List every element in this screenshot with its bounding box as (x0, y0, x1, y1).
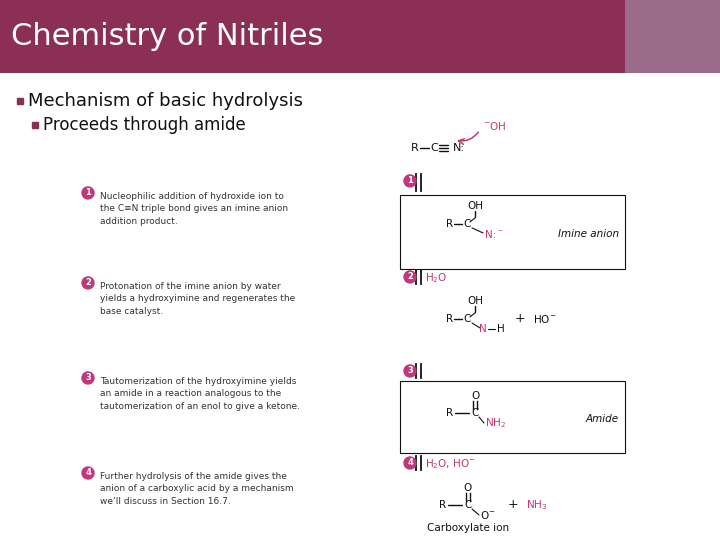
Text: +: + (515, 313, 526, 326)
Text: C: C (463, 314, 471, 324)
Text: R: R (446, 314, 453, 324)
Text: R: R (446, 219, 453, 229)
Bar (0, 0, 625, 73)
Text: C: C (430, 143, 438, 153)
Text: Amide: Amide (586, 414, 619, 424)
Text: H: H (497, 324, 505, 334)
Bar (400, 195, 625, 269)
Text: NH$_2$: NH$_2$ (485, 416, 506, 430)
Text: Nucleophilic addition of hydroxide ion to
the C≡N triple bond gives an imine ani: Nucleophilic addition of hydroxide ion t… (100, 192, 288, 226)
Text: Mechanism of basic hydrolysis: Mechanism of basic hydrolysis (28, 92, 303, 110)
Circle shape (82, 277, 94, 289)
Text: Chemistry of Nitriles: Chemistry of Nitriles (11, 22, 323, 51)
Text: +: + (508, 498, 518, 511)
Circle shape (82, 372, 94, 384)
Text: 3: 3 (85, 374, 91, 382)
Text: 4: 4 (85, 469, 91, 477)
Text: OH: OH (467, 296, 483, 306)
Text: 3: 3 (407, 367, 413, 375)
Text: HO$^{-}$: HO$^{-}$ (533, 313, 557, 325)
Text: 2: 2 (407, 273, 413, 281)
Text: $^{-}$OH: $^{-}$OH (483, 120, 506, 132)
Text: NH$_3$: NH$_3$ (526, 498, 547, 512)
Circle shape (82, 187, 94, 199)
Circle shape (404, 457, 416, 469)
Bar (400, 381, 625, 453)
Text: 1: 1 (407, 177, 413, 185)
Text: H$_2$O, HO$^{-}$: H$_2$O, HO$^{-}$ (425, 457, 476, 471)
Text: O: O (464, 483, 472, 493)
Text: 2: 2 (85, 279, 91, 287)
Circle shape (82, 467, 94, 479)
Text: H$_2$O: H$_2$O (425, 271, 447, 285)
Text: Tautomerization of the hydroxyimine yields
an amide in a reaction analogous to t: Tautomerization of the hydroxyimine yiel… (100, 377, 300, 411)
Text: C: C (463, 219, 471, 229)
Text: N:: N: (453, 143, 465, 153)
Text: R: R (411, 143, 419, 153)
Text: R: R (439, 500, 446, 510)
Text: N: N (479, 324, 487, 334)
Text: O: O (471, 391, 479, 401)
Text: R: R (446, 408, 453, 418)
Text: Protonation of the imine anion by water
yields a hydroxyimine and regenerates th: Protonation of the imine anion by water … (100, 282, 295, 316)
Text: $^{-}$: $^{-}$ (497, 226, 503, 235)
Text: N:: N: (485, 230, 496, 240)
Text: C: C (464, 500, 472, 510)
Bar (625, 0, 720, 73)
Text: O$^{-}$: O$^{-}$ (480, 509, 495, 521)
Text: C: C (472, 408, 479, 418)
Circle shape (404, 271, 416, 283)
Text: Imine anion: Imine anion (558, 229, 619, 239)
Text: Proceeds through amide: Proceeds through amide (43, 116, 246, 134)
Text: 4: 4 (407, 458, 413, 468)
Text: Carboxylate ion: Carboxylate ion (427, 523, 509, 533)
Circle shape (404, 365, 416, 377)
Text: 1: 1 (85, 188, 91, 198)
Circle shape (404, 175, 416, 187)
Text: Further hydrolysis of the amide gives the
anion of a carboxylic acid by a mechan: Further hydrolysis of the amide gives th… (100, 472, 294, 506)
Text: OH: OH (467, 201, 483, 211)
